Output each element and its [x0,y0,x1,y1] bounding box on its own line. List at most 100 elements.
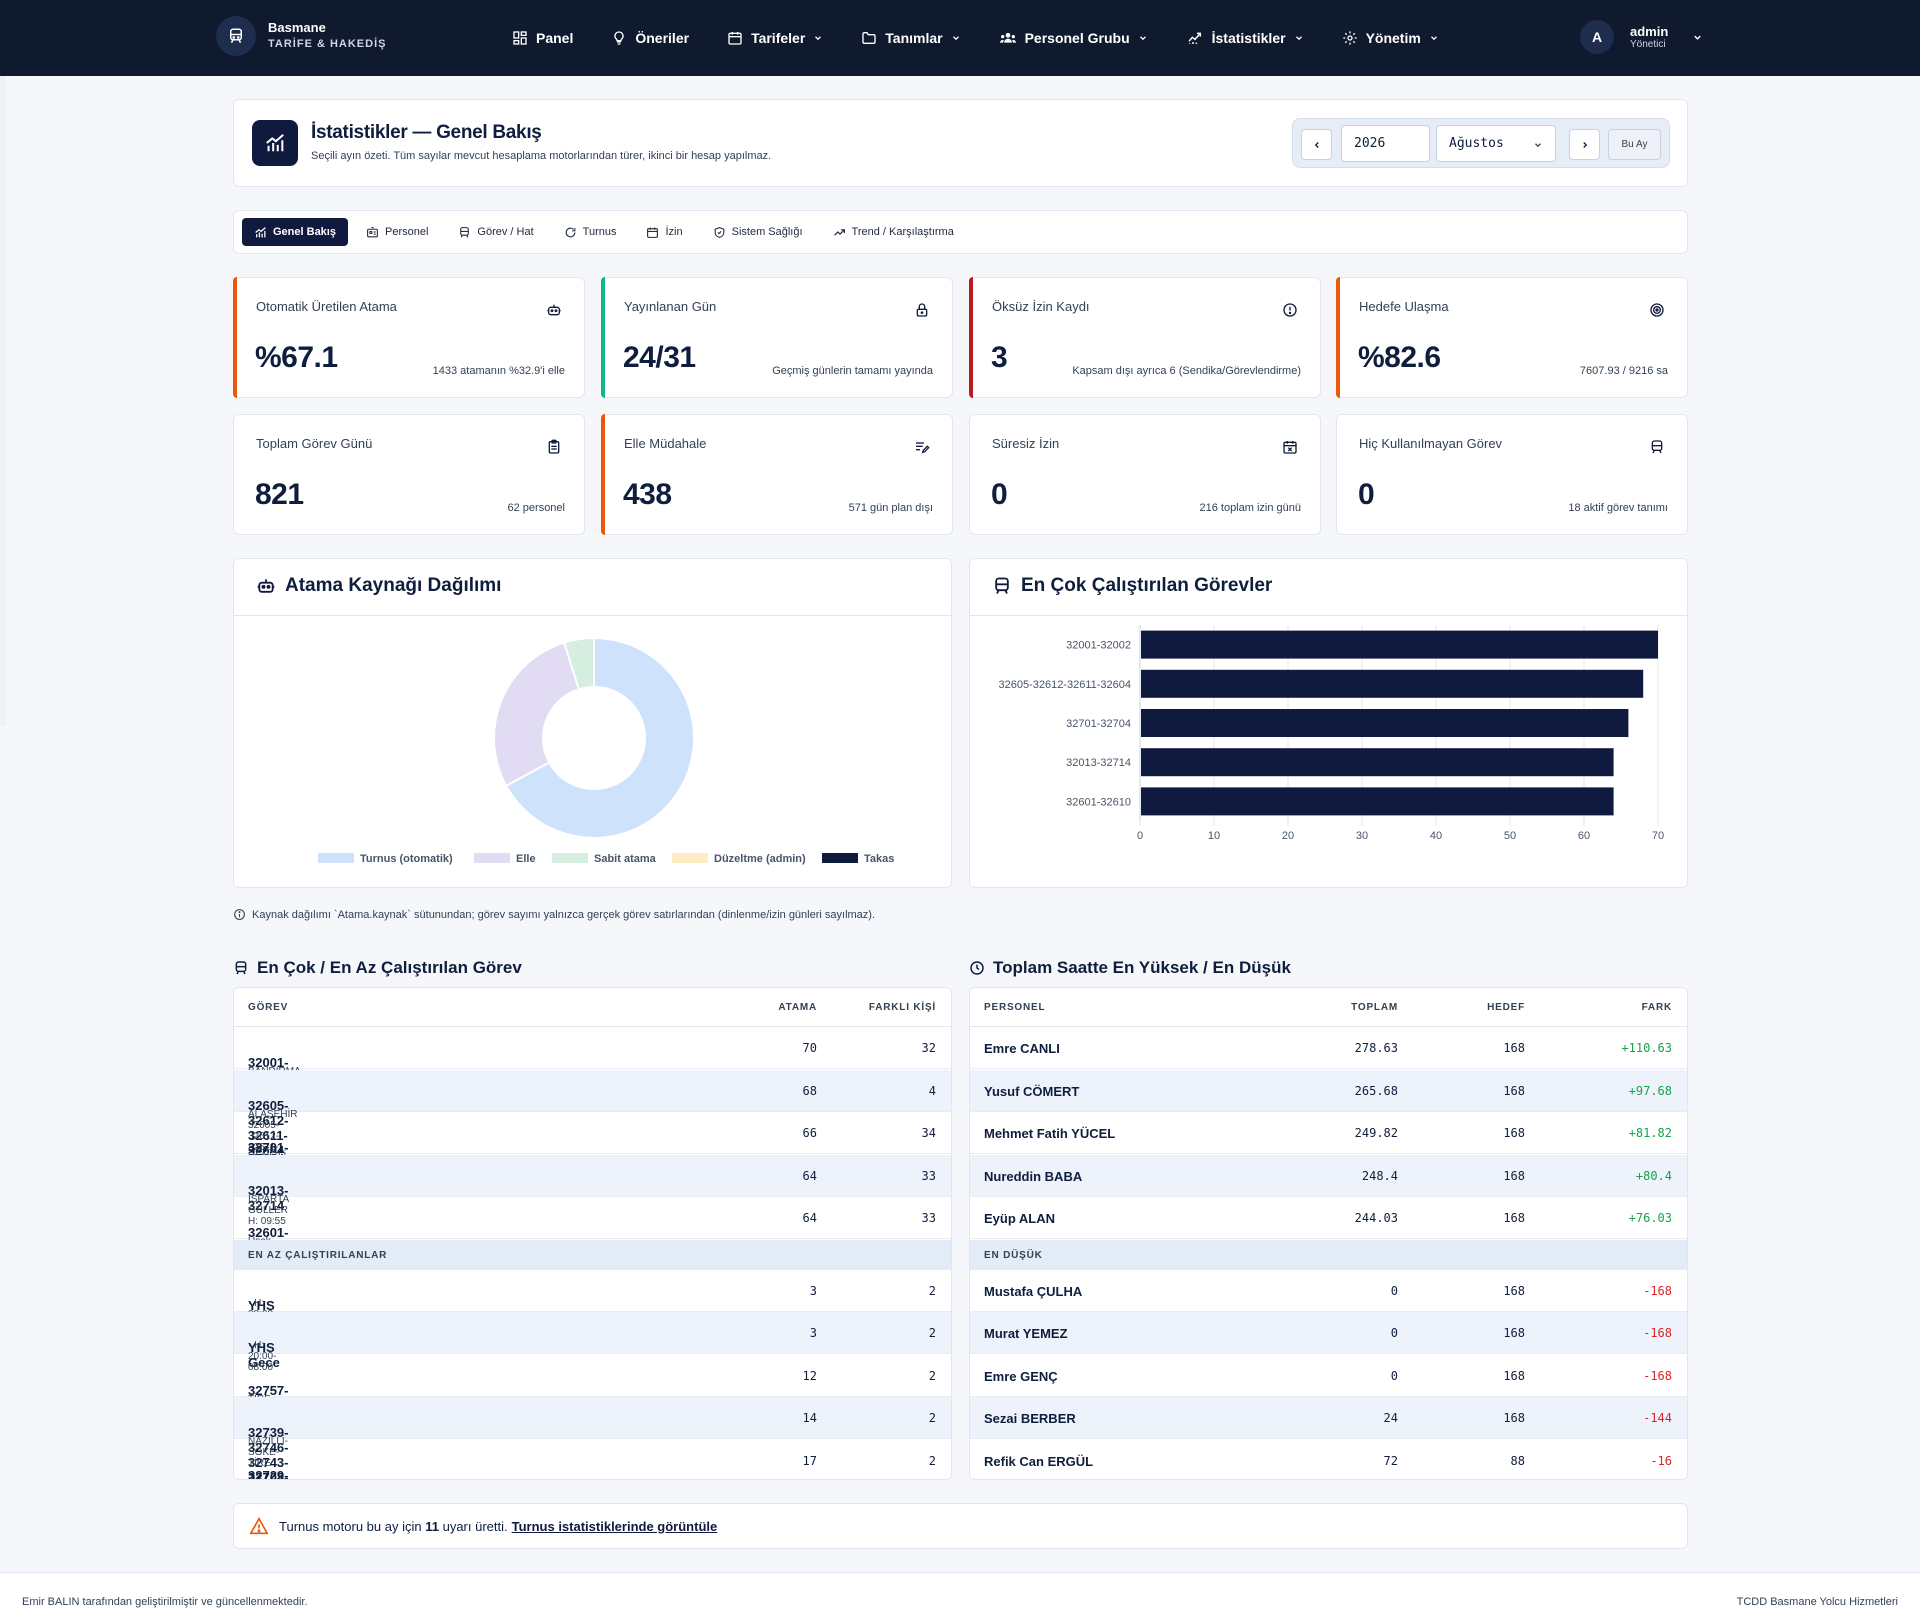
kpi-label: Hiç Kullanılmayan Görev [1359,436,1503,451]
month-select[interactable]: Ağustos [1436,125,1556,162]
user-menu[interactable]: A admin Yönetici [1580,20,1703,54]
chevron-down-icon [815,36,822,41]
tab-izin[interactable]: İzin [634,218,694,246]
tab-personel[interactable]: Personel [354,218,440,246]
table-row[interactable]: 32739-32746-32743-32708-32757-32754 · NA… [234,1397,951,1479]
hour-diff: +97.68 [1628,1083,1672,1098]
this-month-button[interactable]: Bu Ay [1608,129,1661,160]
table-row[interactable]: Yusuf CÖMERT 265.68 168 +97.68 [970,1069,1687,1112]
period-selector: 2026 Ağustos Bu Ay [1292,118,1670,168]
year-input[interactable]: 2026 [1341,125,1430,162]
tab-genel-bakis[interactable]: Genel Bakış [242,218,348,246]
total-hours: 0 [1390,1326,1398,1340]
chevron-right-icon [1582,141,1587,148]
bar[interactable] [1141,787,1614,816]
hours-table: PERSONEL TOPLAM HEDEF FARK Emre CANLI 278… [969,987,1688,1480]
prev-month-button[interactable] [1301,129,1332,160]
clock-icon [970,961,984,975]
edit-list-icon [916,442,930,454]
tab-label: Trend / Karşılaştırma [851,226,954,238]
table-row[interactable]: Emre GENÇ 0 168 -168 [970,1355,1687,1397]
target-hours: 168 [1503,1283,1525,1298]
avatar: A [1580,20,1614,54]
table-row[interactable]: 32601-32610 · Uşak H: 07:336433 [234,1197,951,1269]
kpi-card: Otomatik Üretilen Atama %67.1 1433 atama… [233,277,585,398]
nav-panel[interactable]: Panel [512,30,573,46]
bar[interactable] [1141,709,1629,737]
table-row[interactable]: 32757-32754 · TİRE H: 19:00122 [234,1355,951,1427]
person-count: 2 [928,1453,936,1468]
nav-tanimlar[interactable]: Tanımlar [861,30,960,46]
bar[interactable] [1141,748,1614,777]
bar[interactable] [1141,630,1658,659]
train-icon [995,577,1009,594]
donut-chart: Turnus (otomatik) Elle Sabit atama Düzeltme… [318,636,894,865]
table-row[interactable]: Mehmet Fatih YÜCEL 249.82 168 +81.82 [970,1112,1687,1154]
person-count: 32 [921,1041,936,1055]
atama-count: 3 [809,1283,817,1298]
train-icon [1651,440,1663,454]
table-row[interactable]: YHS Gece · H: 20:00-08:00 3 2 [234,1312,951,1373]
legend-item[interactable]: Turnus (otomatik) [318,853,453,865]
nav-personel-grubu[interactable]: Personel Grubu [999,30,1148,46]
next-month-button[interactable] [1569,129,1600,160]
tab-gorev-hat[interactable]: Görev / Hat [446,218,545,246]
chart-title: Atama Kaynağı Dağılımı [256,575,501,597]
legend-item[interactable]: Sabit atama [552,853,657,865]
x-tick-label: 10 [1208,830,1220,842]
tasks-section-title: En Çok / En Az Çalıştırılan Görev [233,958,522,978]
table-row[interactable]: 32605-32612-32611-32604 · ALAŞEHİR 32605… [234,1069,951,1164]
hour-diff: -168 [1643,1283,1672,1298]
table-row[interactable]: Nureddin BABA 248.4 168 +80.4 [970,1154,1687,1197]
table-row[interactable]: Murat YEMEZ 0 168 -168 [970,1312,1687,1354]
legend-item[interactable]: Elle [474,853,536,865]
legend-swatch [474,853,510,863]
page-title: İstatistikler — Genel Bakış [311,122,542,143]
kpi-card: Hedefe Ulaşma %82.6 7607.93 / 9216 sa [1336,277,1688,398]
table-row[interactable]: 32001-32002 · BANDIRMA H: 08:407032 [234,1027,951,1088]
donut-slice[interactable] [493,641,581,788]
nav-istatistikler[interactable]: İstatistikler [1186,30,1304,46]
footer-credit: Emir BALIN tarafından geliştirilmiştir v… [22,1596,308,1608]
nav-tarifeler[interactable]: Tarifeler [727,30,823,46]
table-row[interactable]: Eyüp ALAN 244.03 168 +76.03 [970,1197,1687,1239]
brand[interactable]: Basmane TARİFE & HAKEDİŞ [216,16,386,56]
col-header: ATAMA [778,1002,817,1013]
nav-yonetim[interactable]: Yönetim [1342,30,1439,46]
table-row[interactable]: 32701-32704 · DENİZLİ H: 07:026634 [234,1112,951,1173]
x-tick-label: 50 [1504,830,1516,842]
table-row[interactable]: Emre CANLI 278.63 168 +110.63 [970,1027,1687,1069]
atama-count: 17 [802,1453,817,1468]
kpi-note: 216 toplam izin günü [1199,502,1301,514]
turnus-stats-link[interactable]: Turnus istatistiklerinde görüntüle [511,1518,718,1534]
table-row[interactable]: 32729-32724 · ÖDEMİŞ H: 17:30 17 2 [234,1440,951,1480]
tab-trend[interactable]: Trend / Karşılaştırma [821,218,966,246]
personnel-name: Yusuf CÖMERT [984,1083,1080,1099]
donut-slice[interactable] [504,636,695,839]
kpi-note: Geçmiş günlerin tamamı yayında [772,365,933,377]
nav-oneriler[interactable]: Öneriler [611,30,689,46]
person-count: 33 [921,1168,936,1183]
nav-label: Yönetim [1365,30,1421,46]
tab-turnus[interactable]: Turnus [552,218,629,246]
kpi-label: Öksüz İzin Kaydı [992,299,1090,314]
source-distribution-card: Atama Kaynağı Dağılımı Turnus (otomatik)… [233,558,952,888]
bar[interactable] [1141,669,1644,698]
table-row[interactable]: 32013-32714 · ISPARTA GÜLLER H: 09:55 64 3… [234,1154,951,1227]
y-tick-label: 32701-32704 [1066,718,1131,730]
table-row[interactable]: Refik Can ERGÜL 72 88 -16 [970,1440,1687,1480]
kpi-value: 0 [991,478,1008,511]
task-detail: · ISPARTA GÜLLER H: 09:55 [248,1182,289,1227]
atama-count: 64 [802,1168,817,1183]
legend-item[interactable]: Düzeltme (admin) [672,853,806,865]
tab-sistem-sagligi[interactable]: Sistem Sağlığı [701,218,815,246]
atama-count: 64 [802,1211,817,1225]
legend-item[interactable]: Takas [822,853,894,865]
col-header: TOPLAM [1351,1002,1398,1013]
donut-slice[interactable] [562,636,595,691]
page-header: İstatistikler — Genel Bakış Seçili ayın … [233,99,1688,187]
table-row[interactable]: Sezai BERBER 24 168 -144 [970,1397,1687,1439]
table-row[interactable]: Mustafa ÇULHA 0 168 -168 [970,1270,1687,1312]
kpi-card: Süresiz İzin 0 216 toplam izin günü [969,414,1321,535]
